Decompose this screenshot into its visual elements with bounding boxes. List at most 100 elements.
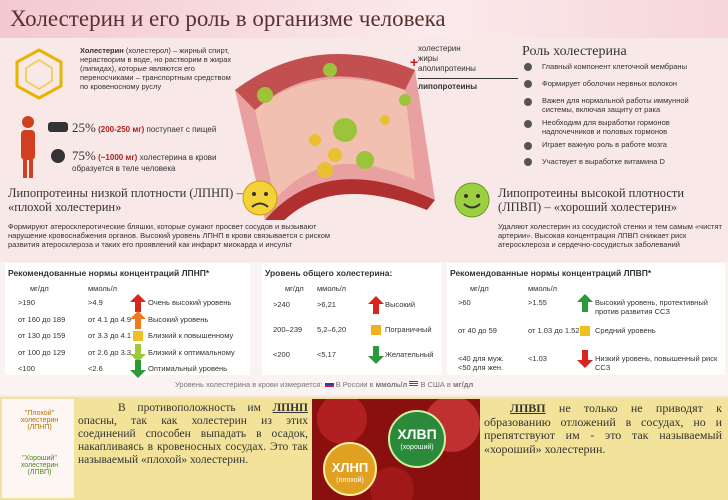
table-cell: >4.9 bbox=[88, 298, 103, 307]
table-cell: <100 bbox=[18, 364, 35, 373]
arrow-icon bbox=[577, 350, 593, 373]
arrow-icon bbox=[577, 322, 593, 345]
arrow-icon bbox=[368, 296, 384, 319]
intake-text: холестерина в крови образуется в теле че… bbox=[72, 153, 217, 173]
table-title: Рекомендованные нормы концентраций ЛПВП* bbox=[450, 268, 652, 278]
intro-text: (холестерол) – жирный спирт, нерастворим… bbox=[80, 46, 232, 91]
body-icon bbox=[21, 116, 68, 178]
table-cell: Очень высокий уровень bbox=[148, 298, 232, 307]
hdl-title: Липопротеины высокой плотности (ЛПВП) – … bbox=[498, 186, 685, 214]
arrow-icon bbox=[130, 360, 146, 383]
ldl-image-label: ХЛНП bbox=[331, 460, 369, 475]
ldl-description: Формируют атеросклеротические бляшки, ко… bbox=[8, 222, 331, 249]
table-bg bbox=[262, 263, 442, 375]
hdl-description: Удаляют холестерин из сосудистой стенки … bbox=[498, 222, 722, 249]
role-item: Важен для нормальной работы иммунной сис… bbox=[542, 96, 689, 114]
table-header: мг/дл bbox=[470, 284, 489, 293]
role-item: Играет важную роль в работе мозга bbox=[542, 140, 667, 149]
table-cell: >1.55 bbox=[528, 298, 547, 307]
term: ЛПНП bbox=[272, 402, 308, 414]
footnote-ru: В России в bbox=[335, 380, 374, 389]
footnote-unit: ммоль/л bbox=[375, 380, 408, 389]
legend: холестерин жиры аполипротеины липопротеи… bbox=[418, 44, 518, 92]
flag-ru bbox=[324, 381, 334, 387]
table-cell: от 130 до 159 bbox=[18, 331, 66, 340]
text: В противоположность им bbox=[118, 402, 261, 414]
arrow-icon bbox=[130, 343, 146, 367]
arrow-icon bbox=[130, 327, 146, 350]
level-arrow bbox=[577, 294, 593, 312]
table-header: ммоль/л bbox=[317, 284, 347, 293]
level-arrow bbox=[130, 294, 146, 312]
footnote-text: Уровень холестерина в крови измеряется: bbox=[175, 380, 323, 389]
table-cell: от 4.1 до 4.9 bbox=[88, 314, 132, 324]
table-cell: Близкий к оптимальному bbox=[148, 347, 235, 357]
term: ЛПВП bbox=[510, 401, 546, 415]
table-header: ммоль/л bbox=[528, 284, 558, 293]
legend-item: липопротеины bbox=[418, 78, 518, 92]
role-item: Участвует в выработке витамина D bbox=[542, 157, 665, 166]
legend-item: аполипротеины bbox=[418, 64, 476, 73]
table-cell: от 1.03 до 1.52 bbox=[528, 326, 580, 335]
role-list: Главный компонент клеточной мембраны Фор… bbox=[522, 62, 722, 174]
role-item: Необходим для выработки гормонов надпоче… bbox=[542, 118, 670, 136]
bottom-image-left bbox=[2, 399, 74, 498]
level-arrow bbox=[580, 326, 590, 336]
table-cell: 200–239 bbox=[273, 325, 303, 334]
level-arrow bbox=[133, 331, 143, 341]
molecule-icon bbox=[15, 48, 63, 100]
table-cell: Оптимальный уровень bbox=[148, 364, 228, 373]
role-title: Роль холестерина bbox=[522, 44, 627, 59]
hdl-image-label: ХЛВП bbox=[397, 426, 437, 442]
title: Холестерин и его роль в организме челове… bbox=[10, 6, 446, 31]
artery-illustration bbox=[235, 54, 435, 220]
happy-face bbox=[454, 182, 490, 218]
table-cell: от 3.3 до 4.1 bbox=[88, 331, 132, 340]
arrow-icon bbox=[368, 321, 384, 344]
level-arrow bbox=[368, 296, 384, 314]
role-item: Главный компонент клеточной мембраны bbox=[542, 62, 687, 71]
table-cell: Пограничный bbox=[385, 325, 432, 334]
percent: 75% bbox=[72, 148, 96, 163]
table-cell: Низкий уровень, повышенный риск ССЗ bbox=[595, 354, 718, 372]
table-bg bbox=[5, 263, 250, 375]
table-title: Уровень общего холестерина: bbox=[265, 268, 393, 278]
intake-1: 25% (200-250 мг) поступает с пищей bbox=[72, 120, 237, 136]
intake-2: 75% (~1000 мг) холестерина в крови образ… bbox=[72, 148, 237, 173]
text: опасны, так как холестерин из этих соеди… bbox=[78, 415, 308, 466]
table-cell: <5,17 bbox=[317, 350, 336, 359]
footnote-unit: мг/дл bbox=[452, 380, 474, 389]
level-arrow bbox=[130, 310, 146, 329]
ldl-image-sublabel: (плохой) bbox=[336, 477, 364, 484]
sad-face bbox=[242, 180, 278, 216]
role-item: Формирует оболочки нервных волокон bbox=[542, 79, 678, 88]
flag-us bbox=[409, 381, 419, 387]
level-arrow bbox=[371, 325, 381, 335]
table-cell: <1.03 bbox=[528, 354, 547, 363]
bottom-right-text: ЛПВП не только не приводят к образованию… bbox=[484, 401, 722, 456]
table-cell: >240 bbox=[273, 300, 290, 309]
bottom-left-text: В противоположность им ЛПНП опасны, так … bbox=[78, 402, 308, 467]
table-cell: Желательный bbox=[385, 350, 434, 359]
table-cell: Высокий bbox=[385, 300, 416, 309]
table-cell: Высокий уровень, протективный против раз… bbox=[595, 298, 708, 316]
table-cell: от 2.6 до 3.3 bbox=[88, 347, 132, 357]
table-title: Рекомендованные нормы концентраций ЛПНП* bbox=[8, 268, 210, 278]
amount: (~1000 мг) bbox=[98, 153, 138, 162]
intake-text: поступает с пищей bbox=[146, 125, 217, 134]
hdl-image-sublabel: (хороший) bbox=[400, 444, 434, 451]
good-label: "Хороший" холестерин (ЛПВП) bbox=[20, 455, 59, 476]
table-cell: <40 для муж. <50 для жен. bbox=[458, 354, 504, 372]
table-cell: <2.6 bbox=[88, 364, 103, 373]
role-icons bbox=[524, 63, 532, 166]
table-cell: >6,21 bbox=[317, 300, 336, 309]
level-arrow bbox=[130, 360, 146, 378]
table-header: мг/дл bbox=[30, 284, 49, 293]
table-cell: 5,2–6,20 bbox=[317, 325, 347, 334]
text: не только не приводят к образованию отло… bbox=[484, 401, 722, 456]
table-cell: Близкий к повышенному bbox=[148, 331, 234, 340]
arrow-icon bbox=[130, 294, 146, 317]
intro-term: Холестерин bbox=[80, 46, 124, 55]
footnote: Уровень холестерина в крови измеряется: … bbox=[175, 380, 473, 389]
